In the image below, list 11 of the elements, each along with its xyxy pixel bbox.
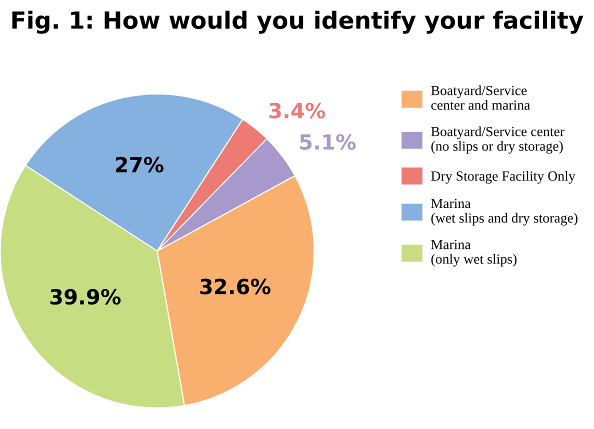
chart-title: Fig. 1: How would you identify your facility xyxy=(12,10,584,34)
data-label: 27% xyxy=(116,156,164,173)
data-label: 39.9% xyxy=(50,288,121,305)
legend-label: Boatyard/Service center and marina xyxy=(431,85,530,110)
legend-label: Marina (wet slips and dry storage) xyxy=(431,198,578,226)
legend-label: Marina (only wet slips) xyxy=(431,240,517,267)
legend-label: Dry Storage Facility Only xyxy=(431,170,576,184)
legend-label: Boatyard/Service center (no slips or dry storage) xyxy=(431,126,564,154)
data-label: 32.6% xyxy=(200,278,270,294)
data-label: 5.1% xyxy=(300,134,356,150)
data-label: 3.4% xyxy=(269,102,326,118)
